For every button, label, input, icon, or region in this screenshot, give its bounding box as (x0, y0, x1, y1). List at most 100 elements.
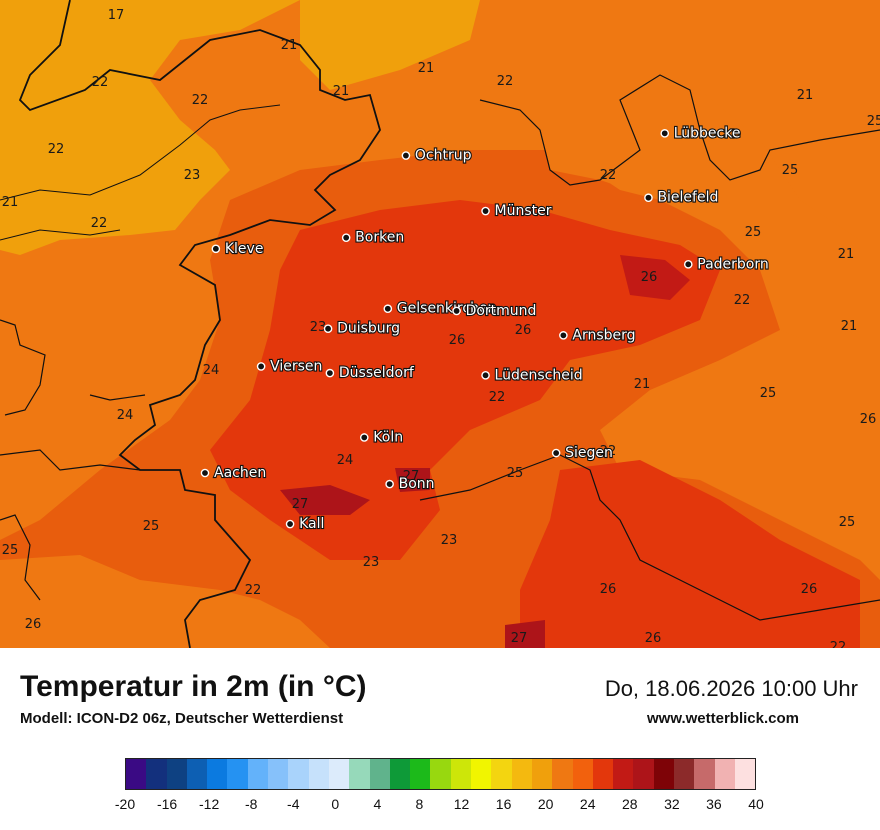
city-dot (660, 129, 670, 138)
website-link[interactable]: www.wetterblick.com (647, 710, 799, 727)
city-dot (401, 151, 411, 160)
city-marker: Paderborn (683, 255, 770, 273)
city-dot (359, 433, 369, 442)
temperature-value: 27 (403, 469, 420, 484)
city-marker: Kleve (211, 240, 265, 258)
temperature-value: 22 (600, 168, 617, 183)
temperature-value: 26 (600, 582, 617, 597)
temperature-value: 21 (2, 195, 19, 210)
legend-tick-label: 40 (748, 796, 764, 812)
legend-tick-label: -4 (287, 796, 300, 812)
legend-color-swatch (247, 759, 269, 789)
legend-color-swatch (166, 759, 187, 789)
legend-tick-label: 0 (331, 796, 340, 812)
city-marker: Aachen (200, 464, 267, 482)
temperature-value: 22 (91, 216, 108, 231)
temperature-value: 23 (363, 555, 380, 570)
city-marker: Bonn (385, 475, 436, 493)
temperature-value: 25 (2, 543, 19, 558)
temperature-value: 21 (838, 247, 855, 262)
zone-26 (620, 255, 690, 300)
temperature-value: 25 (507, 466, 524, 481)
model-source: Modell: ICON-D2 06z, Deutscher Wetterdie… (20, 710, 344, 727)
legend-color-swatch (126, 759, 147, 789)
legend-tick-label: -12 (199, 796, 220, 812)
zone-25 (210, 200, 720, 560)
temperature-value: 24 (117, 408, 134, 423)
city-label: Lüdenscheid (495, 367, 583, 383)
city-dot (211, 244, 221, 254)
city-marker: Arnsberg (559, 326, 637, 344)
city-label: Aachen (214, 465, 266, 481)
city-dot (383, 304, 393, 314)
city-marker: Duisburg (323, 320, 401, 338)
legend-color-swatch (572, 759, 593, 789)
temperature-value: 26 (25, 617, 42, 632)
temperature-value: 25 (143, 519, 160, 534)
city-label: Gelsenkirchen (397, 301, 497, 317)
legend-color-swatch (450, 759, 472, 789)
city-dot (481, 371, 490, 380)
city-marker: Bielefeld (644, 189, 719, 207)
zone-22-bottom (0, 555, 330, 648)
legend-tick-label: -8 (244, 796, 258, 812)
border-nl-be (0, 319, 146, 601)
legend-color-swatch (288, 759, 309, 789)
city-label: Arnsberg (572, 327, 635, 343)
city-dot (285, 519, 295, 529)
city-marker: Dortmund (452, 302, 538, 320)
city-marker: Kall (285, 515, 325, 533)
legend-tick-label: -20 (114, 796, 136, 812)
city-label: Kleve (225, 241, 264, 257)
city-dot (256, 362, 266, 371)
legend-color-swatch (227, 759, 248, 789)
legend-color-swatch (410, 759, 431, 789)
temperature-value: 24 (203, 363, 220, 378)
legend-tick-label: 28 (622, 796, 638, 812)
city-label: Dortmund (466, 303, 537, 319)
legend-color-swatch (146, 759, 167, 789)
border-state-south (419, 454, 880, 621)
city-label: Ochtrup (415, 148, 472, 164)
legend-color-swatch (734, 759, 756, 789)
legend-tick-labels: -20 -16 -12 -8 -4 0 4 8 12 16 20 24 28 32 36 40 (105, 796, 776, 814)
legend-tick-label: 12 (453, 796, 470, 812)
temperature-value: 21 (418, 61, 435, 76)
temperature-value: 23 (441, 533, 458, 548)
city-dot (200, 468, 210, 478)
city-label: Siegen (565, 445, 613, 461)
city-dot (325, 368, 335, 378)
temperature-value: 22 (489, 390, 506, 405)
temperature-value: 21 (333, 84, 350, 99)
city-dot (452, 306, 461, 316)
temperature-value: 26 (641, 270, 658, 285)
temperature-value: 22 (734, 293, 751, 308)
zone-21 (0, 0, 300, 255)
city-dot (481, 206, 490, 216)
forecast-datetime: Do, 18.06.2026 10:00 Uhr (604, 676, 858, 701)
city-label: Bielefeld (657, 190, 718, 206)
city-label: Kall (299, 516, 324, 532)
temperature-value: 25 (867, 114, 880, 129)
city-label: Duisburg (337, 321, 400, 337)
temperature-value: 26 (860, 412, 877, 427)
city-label: Bonn (399, 476, 435, 492)
city-label: Köln (373, 429, 403, 445)
temperature-value: 22 (830, 640, 847, 648)
zone-25-east (520, 460, 860, 648)
city-marker: Düsseldorf (325, 364, 416, 382)
temperature-value: 26 (515, 323, 532, 338)
legend-color-swatch (430, 759, 451, 789)
legend-color-swatch (268, 759, 289, 789)
city-dot (551, 448, 561, 458)
temperature-value: 22 (600, 444, 617, 459)
legend-color-swatch (714, 759, 735, 789)
legend-color-swatch (653, 759, 675, 789)
city-dot (385, 479, 394, 489)
temperature-value: 23 (310, 320, 327, 335)
legend-color-swatch (613, 759, 634, 789)
temperature-value: 25 (839, 515, 856, 530)
temperature-value: 23 (184, 168, 201, 183)
map-canvas: 17 21 21 21 22 22 22 22 23 22 22 21 21 25 25 25 21 26 22 21… (0, 0, 880, 648)
city-dot (683, 260, 693, 269)
